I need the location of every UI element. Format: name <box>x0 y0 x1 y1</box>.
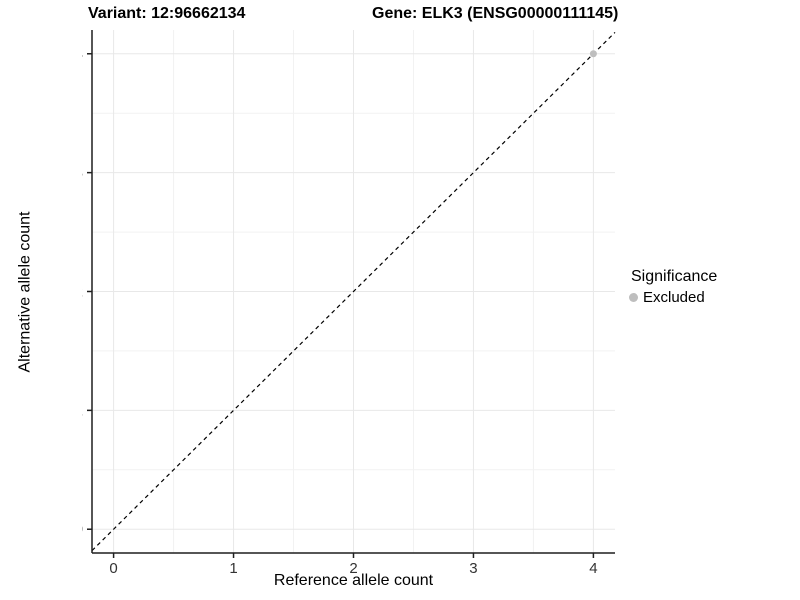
y-tick-label: 2 <box>82 284 83 301</box>
x-tick-label: 4 <box>589 560 597 577</box>
y-tick-label: 0 <box>82 521 83 538</box>
plot-title-variant: Variant: 12:96662134 <box>88 5 246 22</box>
y-tick-label: 3 <box>82 165 83 182</box>
x-tick-label: 0 <box>109 560 117 577</box>
identity-reference-line <box>91 31 616 552</box>
x-tick-label: 2 <box>349 560 357 577</box>
y-tick-label: 4 <box>82 46 83 63</box>
legend-title: Significance <box>631 268 718 285</box>
data-point <box>589 50 597 58</box>
x-axis-title: Reference allele count <box>273 572 434 589</box>
legend: Significance Excluded <box>629 268 717 306</box>
x-tick-label: 1 <box>229 560 237 577</box>
y-axis-title-wrapper: Alternative allele count <box>14 30 36 553</box>
y-tick-label: 1 <box>82 402 83 419</box>
plot-title-gene: Gene: ELK3 (ENSG00000111145) <box>372 5 619 22</box>
plot-area-svg: 0 1 2 3 4 0 1 2 3 4 <box>82 30 616 577</box>
legend-item-excluded: Excluded <box>629 289 717 306</box>
x-tick-label: 3 <box>469 560 477 577</box>
legend-item-label: Excluded <box>643 289 705 306</box>
excluded-point-icon <box>629 293 638 302</box>
y-axis-title: Alternative allele count <box>16 211 34 372</box>
